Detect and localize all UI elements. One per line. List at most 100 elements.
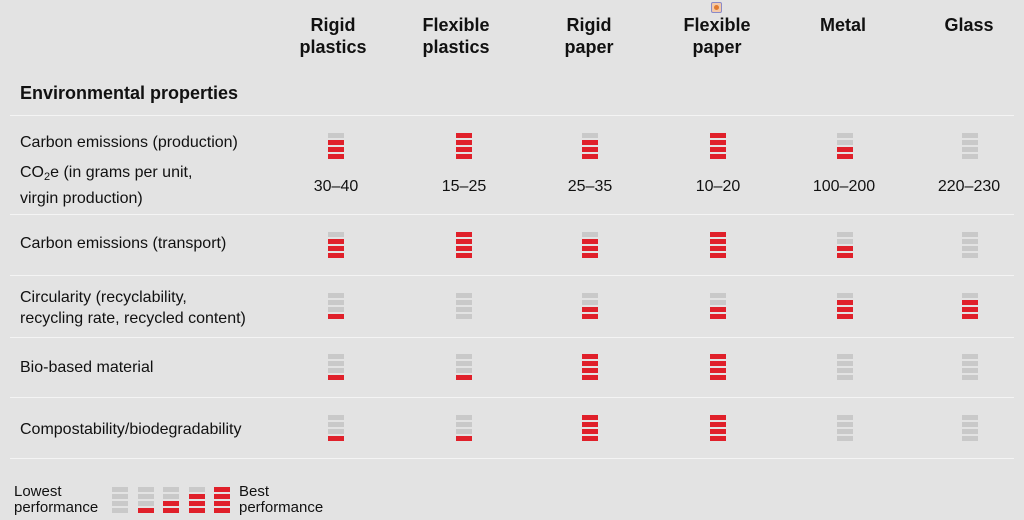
rating-bar [837,293,853,298]
rating-bar [456,314,472,319]
rating-bar [328,253,344,258]
rating-bar [962,147,978,152]
rating-bar [328,314,344,319]
rating-bar [328,361,344,366]
rating-indicator [328,293,344,321]
rating-bar [328,246,344,251]
rating-bar [582,368,598,373]
section-title: Environmental properties [20,83,239,103]
row-label-line1: Carbon emissions (production) [20,134,238,151]
rating-bar [710,422,726,427]
rating-indicator [328,232,344,260]
rating-indicator [710,232,726,260]
rating-bar [112,501,128,506]
rating-indicator [710,293,726,321]
column-header-line2: paper [564,37,614,57]
rating-bar [214,494,230,499]
rating-bar [837,253,853,258]
rating-bar [328,368,344,373]
rating-bar [582,140,598,145]
rating-bar [710,436,726,441]
co2e-label-line2: virgin production) [20,190,143,207]
rating-bar [163,501,179,506]
co2e-label-post: e (in grams per unit, [50,164,193,181]
rating-bar [710,314,726,319]
rating-bar [456,368,472,373]
rating-indicator [582,354,598,382]
rating-bar [837,361,853,366]
rating-bar [582,422,598,427]
co2e-value: 25–35 [567,178,613,195]
rating-bar [837,415,853,420]
rating-bar [962,154,978,159]
legend-indicator [189,487,205,515]
rating-bar [328,232,344,237]
rating-bar [710,246,726,251]
rating-bar [710,147,726,152]
rating-bar [710,232,726,237]
rating-bar [189,487,205,492]
rating-bar [582,239,598,244]
legend-best-line1: Best [239,483,270,500]
rating-bar [456,133,472,138]
legend-indicator [163,487,179,515]
legend-low-label: Lowest performance [14,484,98,516]
legend-indicator [112,487,128,515]
legend-low-line1: Lowest [14,483,62,500]
rating-bar [710,253,726,258]
co2e-value: 30–40 [313,178,359,195]
rating-bar [456,422,472,427]
rating-bar [328,422,344,427]
rating-indicator [837,354,853,382]
row-divider [10,275,1014,276]
rating-indicator [837,232,853,260]
rating-indicator [962,133,978,161]
rating-indicator [456,415,472,443]
rating-bar [710,415,726,420]
rating-bar [582,232,598,237]
rating-bar [138,494,154,499]
rating-bar [710,293,726,298]
rating-bar [582,293,598,298]
rating-bar [962,429,978,434]
rating-indicator [710,354,726,382]
rating-bar [328,375,344,380]
legend-indicator [214,487,230,515]
rating-bar [962,232,978,237]
rating-bar [837,239,853,244]
co2e-value: 10–20 [695,178,741,195]
row-divider [10,458,1014,459]
row-label-line1: Carbon emissions (transport) [20,235,227,252]
rating-bar [710,140,726,145]
rating-indicator [328,354,344,382]
rating-bar [962,361,978,366]
rating-bar [710,307,726,312]
rating-bar [328,307,344,312]
rating-indicator [582,133,598,161]
rating-bar [710,239,726,244]
rating-indicator [837,293,853,321]
rating-bar [328,154,344,159]
row-label-carbon-transport: Carbon emissions (transport) [20,233,226,254]
rating-bar [837,246,853,251]
rating-indicator [710,133,726,161]
rating-bar [962,300,978,305]
rating-bar [962,140,978,145]
column-header-line1: Rigid [566,15,612,35]
row-label-line1: Compostability/biodegradability [20,421,242,438]
rating-bar [710,375,726,380]
rating-bar [582,133,598,138]
rating-bar [163,487,179,492]
rating-bar [189,508,205,513]
legend-low-line2: performance [14,499,99,516]
rating-bar [328,239,344,244]
rating-indicator [962,293,978,321]
rating-bar [962,293,978,298]
column-header-rigid-plastics: Rigid plastics [273,14,393,58]
column-header-line1: Metal [819,15,866,35]
rating-indicator [328,415,344,443]
row-divider [10,397,1014,398]
column-header-flexible-plastics: Flexible plastics [396,14,516,58]
rating-bar [456,436,472,441]
co2e-value: 220–230 [937,178,1001,195]
